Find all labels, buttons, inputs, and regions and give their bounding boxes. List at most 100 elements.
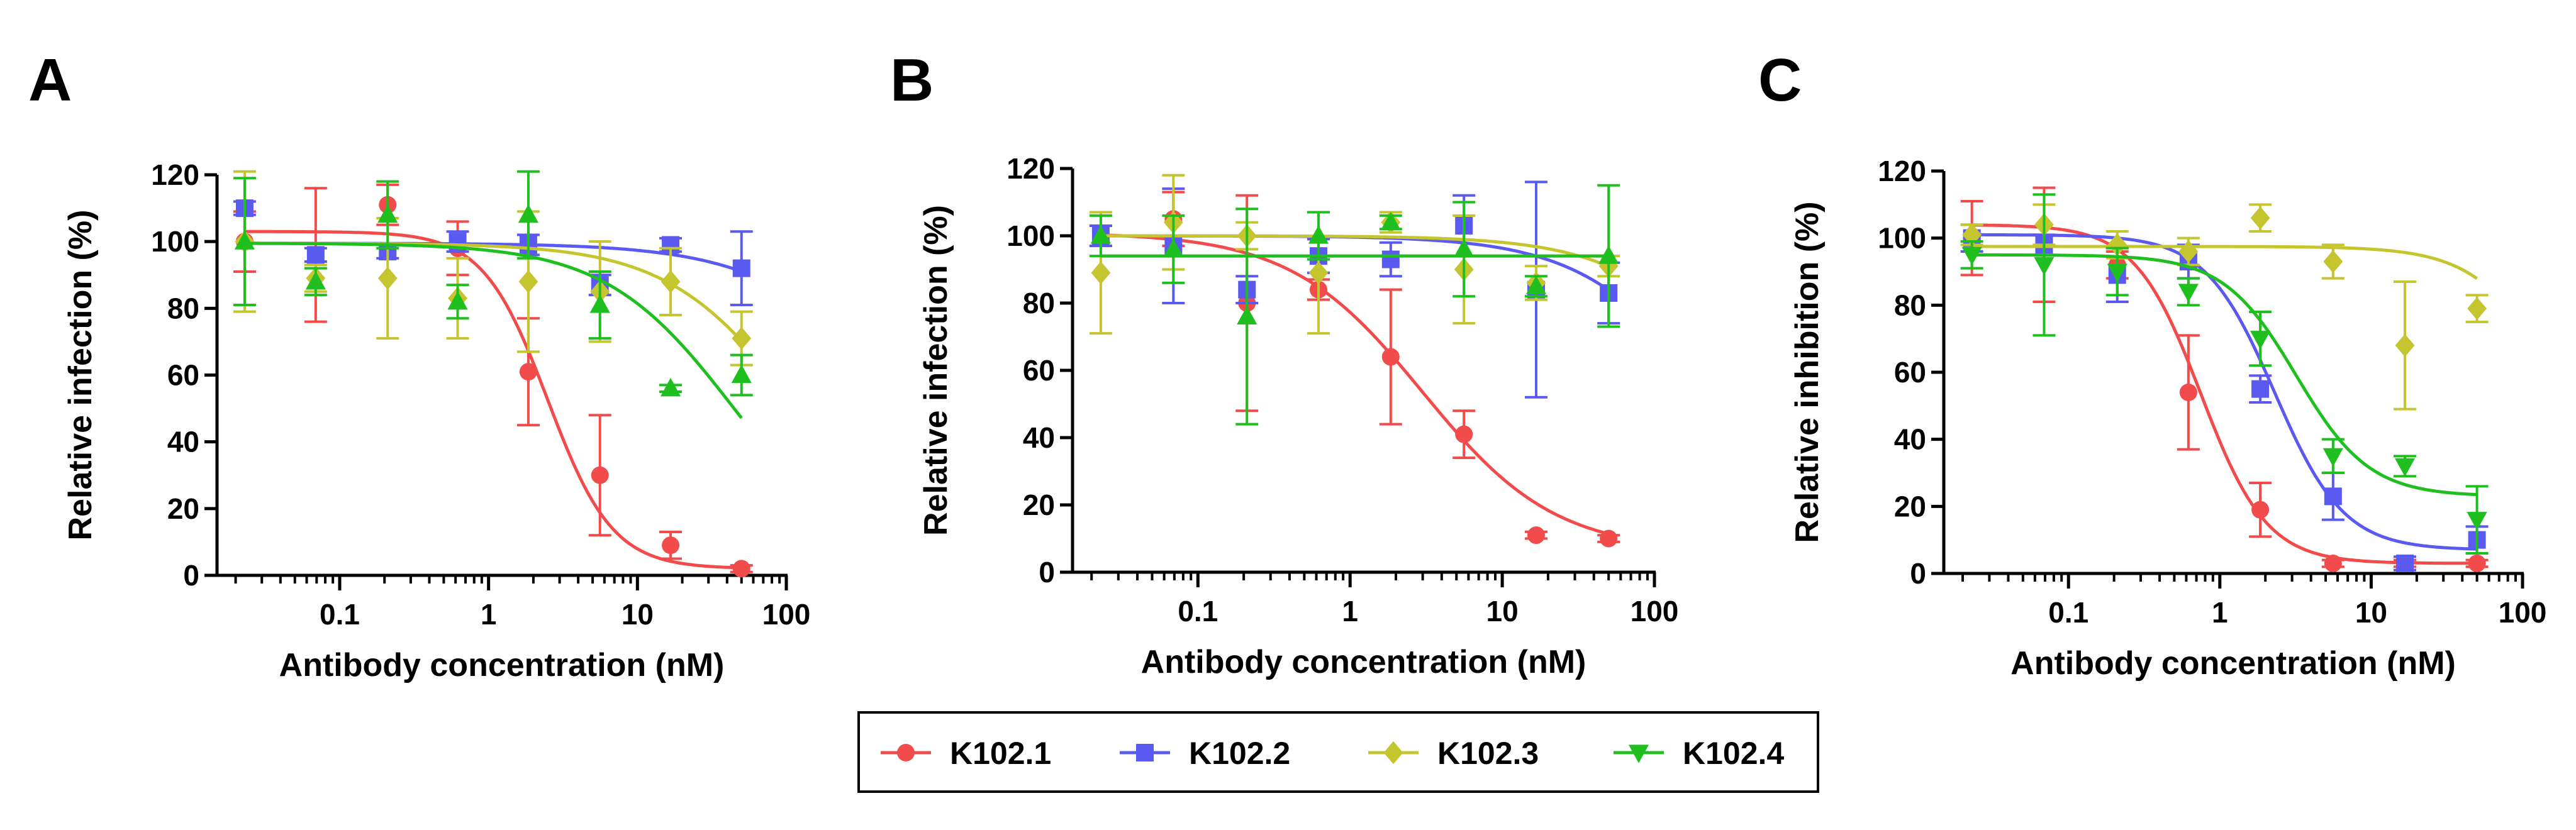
- data-point: [2467, 297, 2487, 320]
- legend-label: K102.1: [950, 736, 1051, 771]
- x-axis-title: Antibody concentration (nM): [2010, 645, 2456, 682]
- fit-curve: [1100, 234, 1610, 268]
- y-tick-label: 100: [1878, 222, 1926, 255]
- chart-panel-a: A 0 20 40 60 80 100 120 0.1 1 10 100 Antibody concen…: [28, 47, 810, 683]
- y-axis-title: Relative infection (%): [918, 205, 954, 536]
- data-point: [2323, 250, 2343, 274]
- data-point: [2395, 555, 2414, 572]
- legend-marker: [1136, 744, 1154, 761]
- x-tick-label: 1: [1342, 595, 1358, 628]
- panel-letter: B: [890, 47, 934, 114]
- y-tick-label: 0: [1910, 557, 1926, 590]
- y-tick-label: 20: [167, 492, 199, 525]
- data-point: [305, 271, 326, 290]
- data-point: [731, 364, 752, 384]
- legend-label: K102.3: [1437, 736, 1539, 771]
- y-tick-label: 0: [1039, 556, 1055, 589]
- data-point: [1525, 275, 1547, 294]
- data-point: [732, 326, 752, 350]
- x-axis-title: Antibody concentration (nM): [1141, 644, 1586, 680]
- legend-item-k102-4: K102.4: [1614, 736, 1784, 771]
- fit-curve: [1971, 253, 2477, 497]
- data-point: [1308, 225, 1329, 244]
- fit-curve: [1971, 245, 2478, 280]
- y-tick-label: 60: [1894, 356, 1926, 389]
- x-tick-label: 1: [2212, 596, 2228, 629]
- data-point: [2250, 331, 2271, 350]
- data-point: [1308, 261, 1329, 285]
- data-point: [519, 363, 537, 381]
- y-tick-label: 60: [1023, 354, 1055, 387]
- x-tick-label: 1: [481, 598, 497, 631]
- x-axis-title: Antibody concentration (nM): [279, 647, 725, 683]
- data-point: [732, 259, 750, 277]
- data-point: [1961, 246, 1982, 266]
- x-tick-label: 10: [622, 598, 654, 631]
- y-tick-label: 120: [1006, 152, 1055, 185]
- data-point: [2322, 448, 2343, 467]
- data-point: [2251, 380, 2270, 398]
- y-tick-label: 80: [167, 292, 199, 324]
- data-point: [2178, 284, 2199, 302]
- legend-label: K102.4: [1683, 736, 1784, 771]
- data-point: [1381, 348, 1400, 366]
- fit-curve: [244, 241, 743, 419]
- x-tick-label: 100: [762, 598, 811, 631]
- data-point: [1090, 225, 1112, 244]
- x-tick-label: 0.1: [320, 598, 360, 631]
- y-tick-label: 20: [1023, 489, 1055, 521]
- data-point: [2467, 512, 2487, 531]
- y-tick-label: 40: [1894, 423, 1926, 456]
- data-point: [1091, 261, 1111, 285]
- x-tick-label: 100: [2499, 596, 2547, 629]
- data-point: [377, 204, 398, 223]
- y-axis-title: Relative inhibition (%): [1789, 201, 1826, 543]
- data-point: [1600, 529, 1618, 548]
- legend-item-k102-2: K102.2: [1120, 736, 1290, 771]
- legend-marker: [1383, 741, 1403, 765]
- y-tick-label: 40: [1023, 421, 1055, 454]
- chart-panel-b: B 0 20 40 60 80 100 120 0.1 1 10 100 Antibody concen…: [890, 47, 1678, 680]
- x-tick-label: 10: [1486, 595, 1519, 628]
- legend-marker: [1628, 744, 1649, 763]
- y-tick-label: 40: [167, 426, 199, 458]
- x-tick-label: 0.1: [2048, 596, 2088, 629]
- data-point: [2250, 206, 2270, 230]
- y-tick-label: 0: [183, 559, 199, 592]
- y-tick-label: 60: [167, 359, 199, 392]
- x-tick-label: 100: [1631, 595, 1679, 628]
- panel-letter: C: [1758, 47, 1802, 114]
- data-point: [2107, 263, 2127, 282]
- legend: K102.1 K102.2 K102.3 K102.4: [857, 711, 1819, 793]
- legend-item-k102-3: K102.3: [1368, 736, 1539, 771]
- y-tick-label: 100: [151, 225, 199, 258]
- data-point: [2395, 334, 2415, 357]
- data-point: [1454, 238, 1475, 257]
- x-tick-label: 0.1: [1178, 595, 1218, 628]
- data-point: [2468, 555, 2486, 572]
- fit-curve: [1971, 233, 2477, 551]
- data-point: [2178, 240, 2199, 263]
- data-point: [1455, 425, 1473, 443]
- data-point: [306, 246, 325, 264]
- data-point: [377, 267, 398, 290]
- data-point: [661, 270, 681, 294]
- series-k102-4: [1960, 193, 2489, 555]
- data-point: [234, 231, 255, 250]
- data-point: [2179, 384, 2197, 401]
- data-point: [518, 204, 538, 223]
- data-point: [447, 290, 468, 310]
- data-point: [1598, 245, 1619, 264]
- data-point: [1380, 211, 1401, 231]
- fit-curve: [1100, 233, 1609, 536]
- y-tick-label: 120: [151, 158, 199, 191]
- data-point: [518, 270, 538, 294]
- x-tick-label: 10: [2355, 596, 2387, 629]
- data-point: [1237, 306, 1257, 324]
- data-point: [1381, 250, 1400, 268]
- legend-label: K102.2: [1189, 736, 1290, 771]
- data-point: [662, 536, 680, 555]
